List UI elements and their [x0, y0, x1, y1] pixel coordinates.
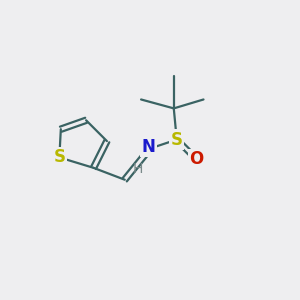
Text: N: N: [142, 138, 155, 156]
Text: S: S: [53, 148, 65, 166]
Text: O: O: [189, 150, 203, 168]
Text: S: S: [171, 130, 183, 148]
Text: H: H: [133, 162, 143, 176]
